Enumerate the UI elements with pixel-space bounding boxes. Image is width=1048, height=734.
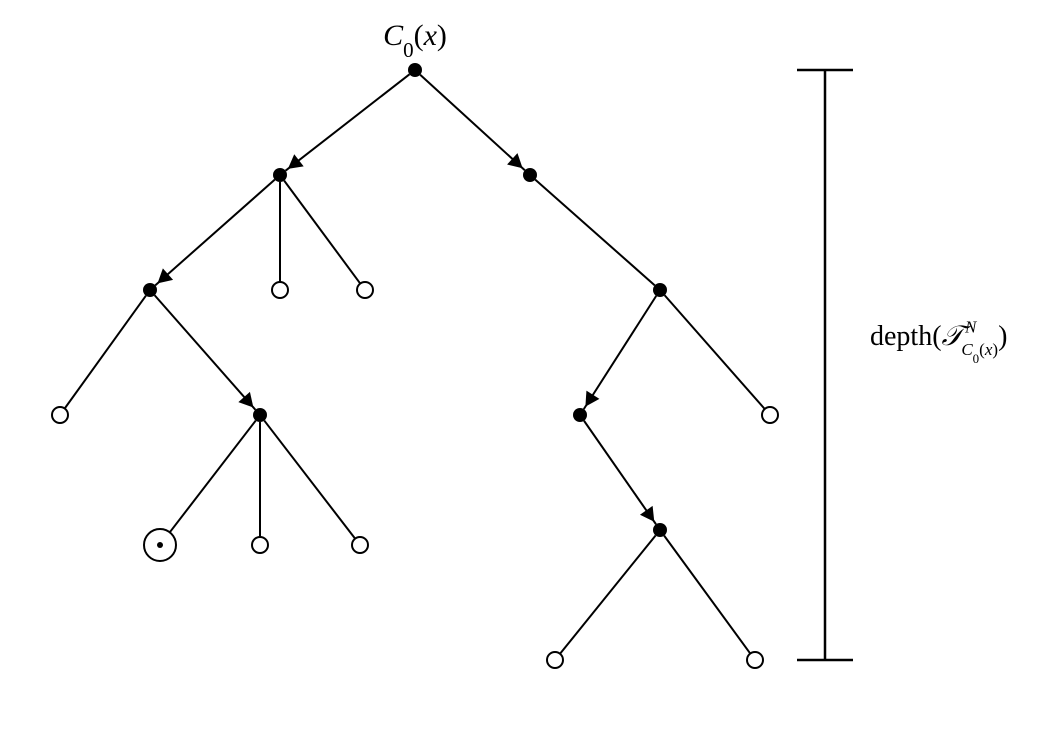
tree-edge [65, 296, 146, 409]
node-open [547, 652, 563, 668]
node-open [762, 407, 778, 423]
tree-edge [584, 421, 656, 525]
node-open [747, 652, 763, 668]
tree-edge [664, 536, 750, 654]
node-open [52, 407, 68, 423]
node-filled [653, 283, 667, 297]
tree-edge [155, 295, 256, 409]
depth-label: depth(𝒯NC0(x)) [870, 317, 1007, 365]
node-filled [573, 408, 587, 422]
tree-edge [560, 535, 656, 653]
tree-edge [155, 180, 275, 286]
node-filled [143, 283, 157, 297]
tree-edge [284, 181, 360, 284]
node-open [252, 537, 268, 553]
nodes-layer [52, 63, 778, 668]
node-open [272, 282, 288, 298]
depth-bracket [797, 70, 853, 660]
depth-bracket [797, 70, 853, 660]
node-filled [523, 168, 537, 182]
node-filled [653, 523, 667, 537]
tree-edge [264, 421, 355, 539]
labels-layer: C0(x) depth(𝒯NC0(x)) [383, 19, 1007, 365]
tree-edge [286, 74, 410, 170]
node-filled [273, 168, 287, 182]
tree-edge [535, 180, 655, 286]
tree-edge [170, 421, 256, 533]
node-filled [253, 408, 267, 422]
tree-edge [420, 75, 525, 171]
tree-edge [665, 295, 765, 409]
node-open [352, 537, 368, 553]
edges-layer [65, 74, 765, 653]
tree-diagram: C0(x) depth(𝒯NC0(x)) [0, 0, 1048, 734]
node-filled [408, 63, 422, 77]
node-open [357, 282, 373, 298]
node-target-dot [157, 542, 163, 548]
root-label: C0(x) [383, 19, 447, 62]
tree-edge [584, 296, 656, 409]
